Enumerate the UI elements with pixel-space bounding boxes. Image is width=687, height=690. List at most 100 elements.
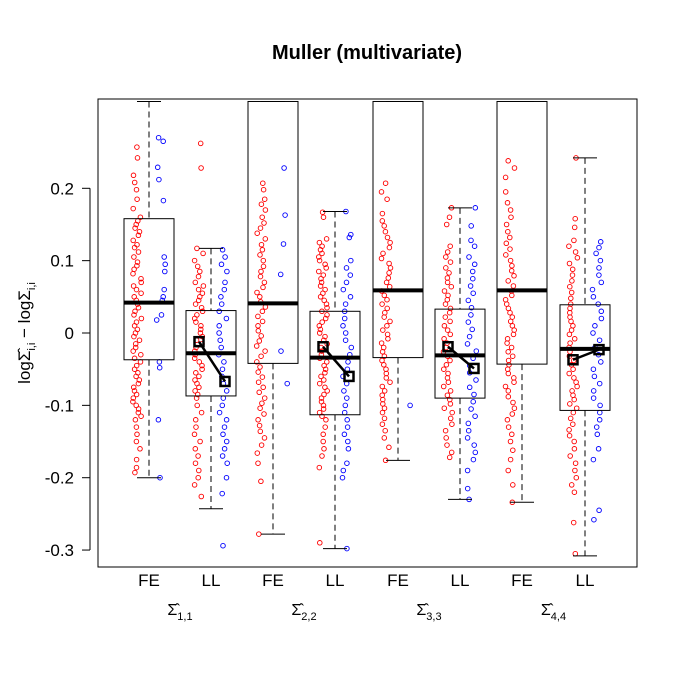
data-point — [444, 275, 451, 281]
data-point — [340, 286, 347, 293]
data-point — [194, 245, 200, 252]
data-point — [504, 366, 511, 372]
data-point — [196, 373, 202, 380]
data-point — [570, 392, 576, 398]
data-point — [220, 431, 226, 438]
data-point — [378, 255, 385, 262]
data-point — [255, 323, 261, 329]
data-point — [216, 409, 223, 416]
data-point — [511, 379, 517, 385]
data-point — [348, 257, 354, 264]
data-point — [132, 341, 139, 347]
data-point — [130, 205, 136, 212]
data-point — [323, 301, 330, 307]
data-point — [196, 467, 202, 474]
data-point — [597, 409, 603, 416]
data-point — [386, 283, 393, 290]
data-point — [258, 201, 265, 207]
data-point — [502, 296, 509, 303]
data-point — [342, 402, 349, 409]
data-point — [511, 405, 518, 411]
data-point — [137, 446, 143, 452]
data-point — [468, 304, 475, 311]
data-point — [381, 435, 388, 441]
ylabel-sub1: i,i — [26, 343, 38, 351]
y-tick-label: 0.2 — [50, 179, 74, 198]
data-point — [220, 542, 226, 549]
data-point — [255, 460, 261, 466]
data-point — [505, 349, 511, 355]
data-point — [284, 380, 290, 387]
data-point — [508, 214, 514, 220]
data-point — [467, 283, 474, 289]
ylabel-log2: log — [15, 301, 34, 324]
data-point — [505, 424, 512, 430]
data-point — [384, 296, 390, 303]
data-point — [510, 283, 517, 289]
data-point — [509, 431, 515, 438]
data-point — [195, 286, 202, 293]
data-point — [158, 312, 165, 318]
data-point — [199, 362, 205, 369]
data-point — [131, 323, 138, 329]
data-point — [505, 393, 512, 400]
data-point — [442, 314, 449, 320]
data-point — [386, 260, 392, 267]
data-point — [596, 417, 603, 423]
data-point — [447, 401, 454, 407]
data-point — [257, 252, 263, 258]
data-point — [197, 294, 203, 300]
y-tick-label: 0.1 — [50, 252, 74, 271]
data-point — [347, 294, 354, 300]
data-point — [471, 243, 478, 249]
data-point — [381, 362, 387, 368]
data-point — [590, 456, 597, 463]
data-point — [197, 268, 203, 275]
data-point — [590, 366, 597, 372]
data-point — [590, 294, 597, 300]
data-point — [133, 456, 140, 463]
data-point — [449, 421, 455, 427]
data-point — [156, 359, 163, 365]
data-point — [383, 279, 390, 286]
data-point — [261, 411, 267, 417]
data-point — [344, 460, 350, 466]
data-point — [343, 265, 350, 271]
data-point — [470, 290, 476, 296]
data-point — [200, 250, 206, 257]
data-point — [316, 380, 323, 387]
data-point — [596, 244, 602, 251]
data-point — [379, 301, 385, 307]
data-point — [132, 344, 139, 351]
data-point — [382, 228, 389, 235]
data-point — [193, 370, 199, 376]
data-point — [464, 341, 471, 347]
data-point — [347, 272, 354, 278]
data-point — [192, 460, 199, 466]
data-point — [316, 257, 323, 264]
data-point — [593, 250, 599, 257]
data-point — [131, 179, 138, 186]
data-point — [260, 257, 267, 264]
data-point — [379, 409, 386, 416]
data-point — [195, 273, 202, 280]
data-point — [342, 337, 349, 343]
data-point — [379, 383, 386, 390]
group-label: Σ̂1,1 — [167, 602, 192, 623]
data-point — [217, 337, 223, 343]
points-layer — [130, 134, 605, 557]
x-tick-label: FE — [138, 571, 160, 590]
data-point — [447, 318, 453, 325]
box — [559, 304, 611, 411]
data-point — [566, 331, 573, 338]
data-point — [407, 402, 413, 409]
data-point — [135, 249, 142, 255]
data-point — [131, 244, 138, 251]
data-point — [381, 415, 388, 422]
data-point — [257, 405, 263, 411]
data-point — [571, 396, 577, 403]
data-point — [219, 490, 225, 497]
data-point — [342, 330, 349, 336]
data-point — [387, 318, 393, 325]
y-tick-label: 0 — [65, 324, 74, 343]
